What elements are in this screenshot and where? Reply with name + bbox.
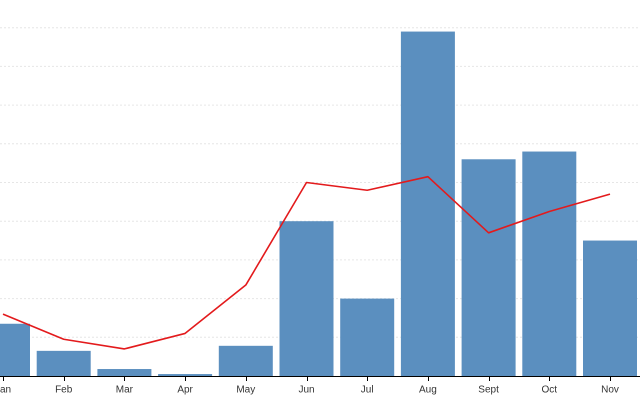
x-tick-label: Mar (116, 385, 134, 396)
line-point-jul[interactable] (365, 188, 369, 192)
bar-aug[interactable] (400, 31, 455, 376)
line-point-sept[interactable] (487, 231, 491, 235)
line-point-jun[interactable] (305, 181, 309, 185)
bar-apr[interactable] (158, 374, 213, 376)
line-point-nov[interactable] (608, 192, 612, 196)
line-point-apr[interactable] (183, 331, 187, 335)
line-layer (1, 175, 612, 351)
bar-sept[interactable] (461, 159, 516, 376)
bar-feb[interactable] (36, 350, 91, 376)
line-point-jan[interactable] (1, 312, 5, 316)
x-tick-label: Jun (298, 385, 314, 396)
bar-oct[interactable] (522, 151, 577, 376)
x-tick-label: Aug (419, 385, 437, 396)
x-tick-label: May (236, 385, 255, 396)
x-tick-label: Nov (601, 385, 619, 396)
x-tick-label: Feb (55, 385, 73, 396)
line-point-oct[interactable] (547, 210, 551, 214)
bar-mar[interactable] (97, 369, 152, 376)
x-axis (0, 376, 640, 381)
x-tick-label: Oct (542, 385, 558, 396)
bar-layer (0, 31, 637, 376)
x-tick-labels: Jan Feb Mar Apr May Jun Jul Aug Sept Oct Nov (0, 385, 619, 396)
line-point-mar[interactable] (122, 347, 126, 351)
bar-nov[interactable] (583, 240, 637, 376)
x-tick-label: Jul (361, 385, 374, 396)
line-point-aug[interactable] (426, 175, 430, 179)
x-tick-label: Apr (177, 385, 193, 396)
line-point-may[interactable] (244, 283, 248, 287)
line-point-feb[interactable] (62, 337, 66, 341)
bar-jul[interactable] (340, 298, 395, 376)
bar-jun[interactable] (279, 221, 334, 376)
x-tick-label: Sept (478, 385, 499, 396)
bar-may[interactable] (218, 345, 273, 376)
line-series[interactable] (2, 175, 611, 350)
bar-jan[interactable] (0, 323, 30, 376)
x-tick-label: Jan (0, 385, 11, 396)
